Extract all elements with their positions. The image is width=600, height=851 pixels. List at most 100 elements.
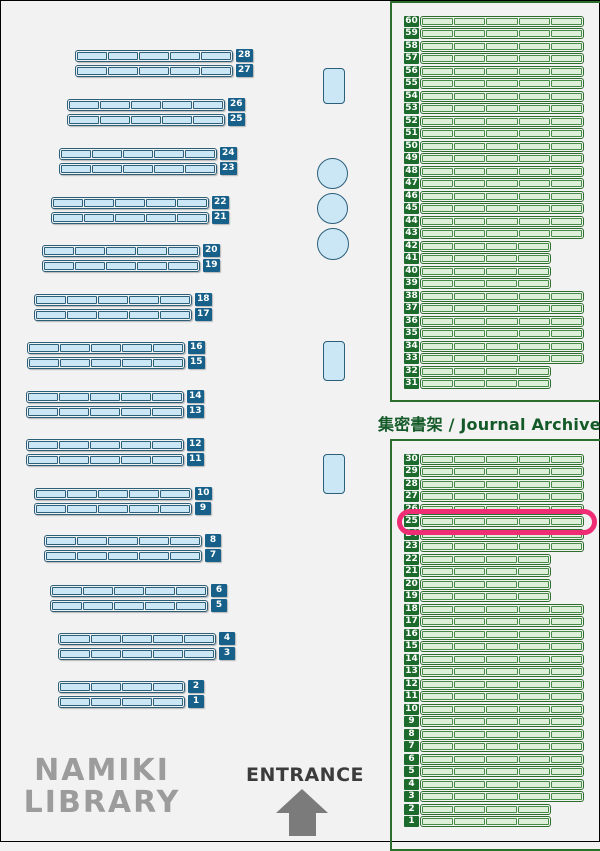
shelf-cell xyxy=(46,536,76,545)
shelf-bar xyxy=(44,549,202,562)
shelf-row-2: 2 xyxy=(58,680,204,693)
shelf-cell xyxy=(518,230,550,237)
archive-shelf-row-34: 34 xyxy=(404,341,600,352)
shelf-cell xyxy=(518,531,550,538)
shelf-bar xyxy=(420,479,584,490)
shelf-row-5: 5 xyxy=(50,599,227,612)
shelf-cell xyxy=(422,368,453,375)
shelf-cell xyxy=(550,230,583,237)
shelf-bar xyxy=(420,766,584,777)
shelf-cell xyxy=(422,568,453,575)
shelf-cell xyxy=(454,130,486,137)
shelf-cell xyxy=(77,551,107,560)
shelf-bar xyxy=(420,16,584,27)
shelf-row-28: 28 xyxy=(75,49,253,62)
shelf-cell xyxy=(518,806,549,813)
archive-shelf-row-23: 23 xyxy=(404,541,600,552)
shelf-cell xyxy=(454,55,486,62)
shelf-cell xyxy=(550,68,583,75)
archive-shelf-number-35: 35 xyxy=(404,328,419,339)
archive-pair-22-21: 22 21 xyxy=(404,554,600,577)
shelf-number-10: 10 xyxy=(195,487,212,500)
shelf-bar xyxy=(26,453,184,466)
shelf-cell xyxy=(170,51,200,60)
shelf-bar xyxy=(420,791,584,802)
shelf-cell xyxy=(486,606,518,613)
shelf-cell xyxy=(90,455,120,464)
shelf-bar xyxy=(58,695,185,708)
shelf-cell xyxy=(454,718,486,725)
archive-shelf-number-34: 34 xyxy=(404,341,419,352)
shelf-cell xyxy=(454,368,485,375)
shelf-cell xyxy=(518,18,550,25)
shelf-cell xyxy=(422,681,454,688)
shelf-cell xyxy=(29,358,59,367)
arrow-stem xyxy=(288,812,316,836)
shelf-number-6: 6 xyxy=(211,584,227,597)
shelf-cell xyxy=(137,246,167,255)
shelf-cell xyxy=(75,261,105,270)
archive-pair-42-41: 42 41 xyxy=(404,241,600,264)
shelf-cell xyxy=(176,586,206,595)
shelf-cell xyxy=(486,731,518,738)
shelf-cell xyxy=(184,634,214,643)
shelf-cell xyxy=(139,551,169,560)
shelf-cell xyxy=(69,115,99,124)
shelf-cell xyxy=(518,155,550,162)
shelf-cell xyxy=(518,781,550,788)
shelf-cell xyxy=(550,168,583,175)
shelf-bar xyxy=(420,629,584,640)
shelf-row-6: 6 xyxy=(50,584,227,597)
shelf-cell xyxy=(422,243,453,250)
archive-shelf-number-52: 52 xyxy=(404,116,419,127)
shelf-cell xyxy=(77,51,107,60)
shelf-cell xyxy=(550,318,583,325)
shelf-cell xyxy=(67,310,97,319)
shelf-bar xyxy=(420,78,584,89)
shelf-cell xyxy=(454,818,485,825)
shelf-cell xyxy=(422,380,453,387)
shelf-cell xyxy=(106,261,136,270)
shelf-bar xyxy=(420,241,551,252)
shelf-number-28: 28 xyxy=(236,49,253,62)
archive-shelf-number-33: 33 xyxy=(404,353,419,364)
shelf-cell xyxy=(486,305,518,312)
table-rect xyxy=(323,68,345,104)
shelf-cell xyxy=(550,768,583,775)
shelf-cell xyxy=(52,586,82,595)
shelf-cell xyxy=(100,115,130,124)
shelf-cell xyxy=(486,205,518,212)
archive-shelf-row-46: 46 xyxy=(404,191,600,202)
shelf-cell xyxy=(422,305,454,312)
shelf-cell xyxy=(518,481,550,488)
shelf-cell xyxy=(168,246,198,255)
shelf-cell xyxy=(486,155,518,162)
shelf-cell xyxy=(422,230,454,237)
archive-shelf-number-50: 50 xyxy=(404,141,419,152)
shelf-cell xyxy=(170,536,200,545)
shelf-bar xyxy=(420,378,551,389)
archive-shelf-number-30: 30 xyxy=(404,454,419,465)
shelf-cell xyxy=(422,768,454,775)
shelf-cell xyxy=(84,198,114,207)
shelf-cell xyxy=(160,489,190,498)
shelf-cell xyxy=(193,100,223,109)
archive-shelf-row-27: 27 xyxy=(404,491,600,502)
shelf-cell xyxy=(60,697,90,706)
shelf-cell xyxy=(486,681,518,688)
shelf-pair-14-13: 14 13 xyxy=(26,390,204,420)
shelf-cell xyxy=(518,693,550,700)
shelf-row-1: 1 xyxy=(58,695,204,708)
shelf-cell xyxy=(486,230,518,237)
shelf-cell xyxy=(36,295,66,304)
shelf-number-2: 2 xyxy=(188,680,204,693)
archive-shelf-row-44: 44 xyxy=(404,216,600,227)
shelf-cell xyxy=(518,243,549,250)
shelf-cell xyxy=(153,682,183,691)
shelf-cell xyxy=(550,18,583,25)
shelf-cell xyxy=(422,130,454,137)
shelf-bar xyxy=(420,516,584,527)
shelf-number-19: 19 xyxy=(203,259,220,272)
shelf-cell xyxy=(77,536,107,545)
